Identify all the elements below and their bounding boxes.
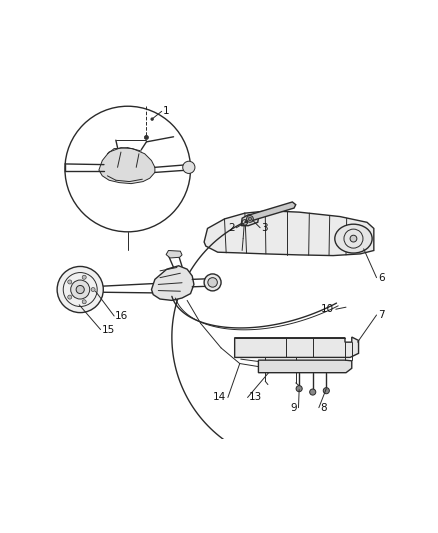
Circle shape	[91, 287, 95, 292]
Circle shape	[151, 118, 154, 120]
Circle shape	[82, 275, 86, 279]
Circle shape	[248, 217, 251, 221]
Polygon shape	[166, 251, 182, 258]
Polygon shape	[204, 211, 374, 256]
Text: 2: 2	[228, 223, 235, 233]
Text: 16: 16	[115, 311, 128, 321]
Circle shape	[323, 387, 329, 394]
Polygon shape	[241, 215, 258, 225]
Text: 10: 10	[321, 304, 334, 314]
Polygon shape	[247, 202, 296, 221]
Polygon shape	[152, 266, 194, 301]
Circle shape	[68, 280, 72, 284]
Text: 1: 1	[162, 106, 170, 116]
Circle shape	[310, 389, 316, 395]
Text: 7: 7	[378, 310, 385, 320]
Circle shape	[65, 106, 191, 232]
Circle shape	[145, 135, 148, 140]
Circle shape	[350, 235, 357, 242]
Circle shape	[208, 278, 217, 287]
Circle shape	[183, 161, 195, 173]
Circle shape	[247, 215, 253, 222]
Polygon shape	[235, 337, 359, 358]
Circle shape	[82, 300, 86, 304]
Circle shape	[71, 280, 90, 299]
Ellipse shape	[335, 224, 372, 253]
Circle shape	[68, 295, 72, 299]
Circle shape	[245, 220, 247, 223]
Polygon shape	[258, 360, 352, 373]
Circle shape	[76, 286, 84, 294]
Text: 3: 3	[261, 223, 268, 233]
Text: 8: 8	[320, 403, 327, 413]
Circle shape	[204, 274, 221, 291]
Circle shape	[296, 385, 302, 392]
Circle shape	[57, 266, 103, 313]
Text: 15: 15	[102, 325, 115, 335]
Text: 13: 13	[249, 392, 262, 402]
Text: 6: 6	[378, 273, 385, 282]
Polygon shape	[99, 148, 155, 184]
Text: 14: 14	[213, 392, 226, 402]
Text: 9: 9	[291, 403, 297, 413]
